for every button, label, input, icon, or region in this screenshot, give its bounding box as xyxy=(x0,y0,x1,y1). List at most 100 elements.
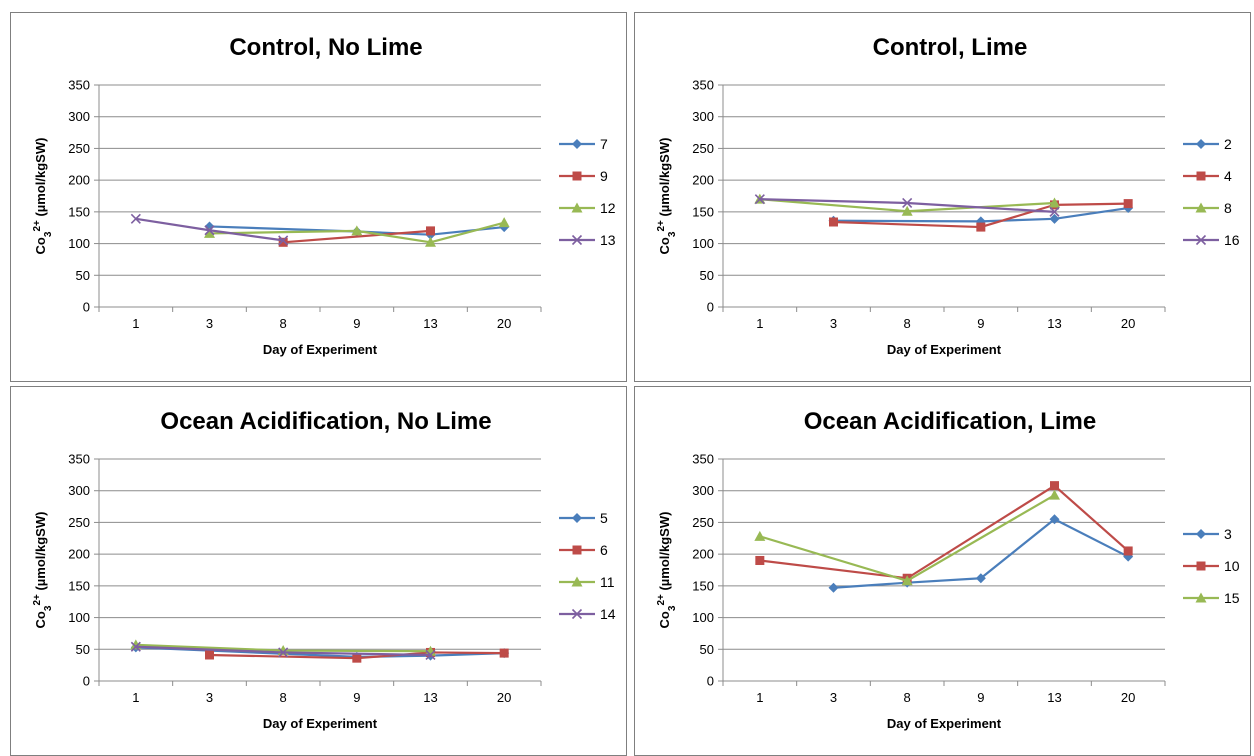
legend-label: 13 xyxy=(600,232,616,248)
x-tick-label: 8 xyxy=(280,316,287,331)
y-tick-label: 200 xyxy=(692,547,714,562)
chart-ocean-acidification-lime: Ocean Acidification, Lime 0 50 100 150 200 250… xyxy=(656,408,1240,731)
y-axis-label-part: Co xyxy=(33,611,48,628)
series-10 xyxy=(755,481,1133,583)
x-tick-label: 13 xyxy=(1047,316,1061,331)
data-point-14 xyxy=(425,649,436,661)
legend-entry-12: 12 xyxy=(559,200,616,216)
data-point-12 xyxy=(351,225,363,236)
y-tick-label: 200 xyxy=(68,173,90,188)
chart-ocean-acidification-no-lime: Ocean Acidification, No Lime 0 50 100 150 200… xyxy=(32,408,616,731)
series-3 xyxy=(828,514,1134,593)
x-tick-label: 3 xyxy=(830,316,837,331)
legend-entry-5: 5 xyxy=(559,510,608,526)
data-point-12 xyxy=(204,227,215,238)
legend-entry-3: 3 xyxy=(1183,526,1232,542)
x-tick-label: 3 xyxy=(830,690,837,705)
y-tick-label: 150 xyxy=(692,204,714,219)
legend-label: 3 xyxy=(1224,526,1232,542)
legend-entry-14: 14 xyxy=(559,606,616,622)
y-axis-label: Co32+ (µmol/kgSW) xyxy=(32,138,54,255)
legend-marker xyxy=(572,171,582,181)
x-tick-label: 3 xyxy=(206,690,213,705)
y-axis-label-subscript: 3 xyxy=(43,231,54,237)
legend-marker xyxy=(1195,234,1207,246)
chart-panel-control-no-lime: Control, No Lime 0 50 100 150 200 250 300 350 1 3 8… xyxy=(10,12,627,382)
y-axis-label-part: (µmol/kgSW) xyxy=(657,138,672,221)
data-point-15 xyxy=(1049,489,1060,500)
x-tick-label: 1 xyxy=(756,690,763,705)
legend-label: 7 xyxy=(600,136,608,152)
legend-label: 10 xyxy=(1224,558,1240,574)
legend-marker xyxy=(1196,139,1206,149)
data-point-3 xyxy=(975,573,986,584)
y-tick-label: 100 xyxy=(692,610,714,625)
legend-label: 2 xyxy=(1224,136,1232,152)
series-line-9 xyxy=(283,229,431,244)
y-tick-label: 100 xyxy=(68,236,90,251)
y-tick-label: 300 xyxy=(68,109,90,124)
series-line-15 xyxy=(759,494,1056,582)
x-tick-label: 13 xyxy=(1047,690,1061,705)
data-point-9 xyxy=(426,226,435,236)
x-tick-label: 9 xyxy=(977,316,984,331)
legend-marker xyxy=(1196,529,1206,539)
y-axis-label: Co32+ (µmol/kgSW) xyxy=(656,512,678,629)
y-axis-label-part: (µmol/kgSW) xyxy=(657,512,672,595)
y-tick-label: 350 xyxy=(692,452,714,467)
data-point-4 xyxy=(829,217,838,227)
x-axis-label: Day of Experiment xyxy=(263,342,378,357)
data-point-6 xyxy=(352,653,362,663)
data-point-8 xyxy=(901,205,913,216)
legend-marker xyxy=(1196,171,1206,181)
y-tick-label: 250 xyxy=(692,141,714,156)
legend-label: 9 xyxy=(600,168,608,184)
data-point-15 xyxy=(754,530,766,541)
data-point-12 xyxy=(425,236,436,247)
x-tick-label: 8 xyxy=(904,316,911,331)
series-line-12 xyxy=(209,221,505,244)
x-tick-label: 9 xyxy=(353,690,360,705)
x-axis-label: Day of Experiment xyxy=(887,342,1002,357)
series-line-2 xyxy=(833,206,1129,223)
y-tick-label: 300 xyxy=(692,483,714,498)
x-tick-label: 1 xyxy=(756,316,763,331)
legend-marker xyxy=(571,608,583,620)
y-tick-label: 250 xyxy=(692,515,714,530)
y-tick-label: 0 xyxy=(83,674,90,689)
data-point-3 xyxy=(828,582,839,593)
legend-label: 14 xyxy=(600,606,616,622)
data-point-15 xyxy=(901,575,913,586)
chart-title: Control, Lime xyxy=(873,34,1028,61)
data-point-16 xyxy=(902,197,913,209)
y-axis-label: Co32+ (µmol/kgSW) xyxy=(656,138,678,255)
y-tick-label: 200 xyxy=(692,173,714,188)
y-axis-label-part: (µmol/kgSW) xyxy=(33,138,48,221)
legend-marker xyxy=(1195,202,1207,213)
data-point-10 xyxy=(1050,481,1059,491)
legend-entry-4: 4 xyxy=(1183,168,1232,184)
chart-panel-control-lime: Control, Lime 0 50 100 150 200 250 300 350 1 3 8 9 13… xyxy=(634,12,1251,382)
y-tick-label: 350 xyxy=(68,452,90,467)
legend-label: 12 xyxy=(600,200,616,216)
legend-label: 6 xyxy=(600,542,608,558)
series-13 xyxy=(130,213,289,246)
y-tick-label: 50 xyxy=(700,268,714,283)
series-9 xyxy=(278,226,435,247)
legend-marker xyxy=(571,576,583,587)
y-tick-label: 250 xyxy=(68,141,90,156)
y-axis-label-part: (µmol/kgSW) xyxy=(33,512,48,595)
y-tick-label: 50 xyxy=(700,642,714,657)
y-tick-label: 0 xyxy=(707,300,714,315)
x-tick-label: 9 xyxy=(353,316,360,331)
series-15 xyxy=(754,489,1060,586)
data-point-10 xyxy=(755,555,765,565)
legend-entry-15: 15 xyxy=(1183,590,1240,606)
x-tick-label: 8 xyxy=(904,690,911,705)
y-tick-label: 300 xyxy=(692,109,714,124)
legend-label: 11 xyxy=(600,574,615,590)
data-point-6 xyxy=(205,650,214,660)
data-point-13 xyxy=(130,213,141,224)
